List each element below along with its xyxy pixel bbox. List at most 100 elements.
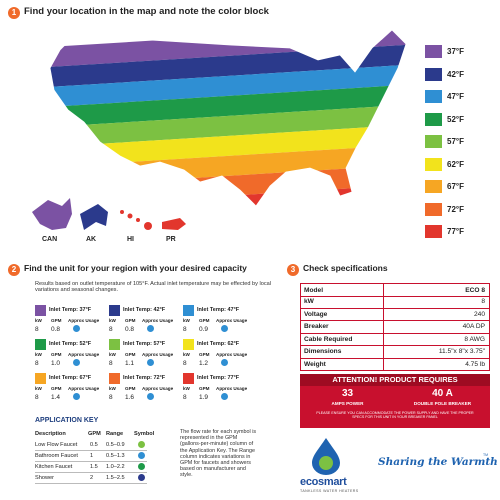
alaska-inset <box>80 204 108 230</box>
legend-swatch <box>425 45 442 58</box>
key-cell: 1.5 <box>90 464 98 470</box>
card-gpm: 0.9 <box>199 326 209 333</box>
usage-icon <box>221 393 228 400</box>
inset-label: HI <box>127 236 134 243</box>
key-rule <box>35 450 147 451</box>
legend-swatch <box>425 135 442 148</box>
spec-value: 240 <box>473 310 485 318</box>
legend-swatch <box>425 67 442 81</box>
card-kw: 8 <box>35 394 39 401</box>
spec-divider <box>383 320 384 333</box>
card-swatch <box>109 373 120 384</box>
legend-swatch <box>425 202 442 216</box>
legend-swatch <box>425 157 442 171</box>
globe <box>319 456 333 470</box>
card-header: GPM <box>125 352 136 357</box>
card-swatch <box>183 305 194 316</box>
spec-row: Voltage 240 <box>300 308 490 321</box>
inset-label: CAN <box>42 236 58 243</box>
spec-divider <box>383 358 384 370</box>
legend-label: 42°F <box>447 69 464 79</box>
key-cell: 1 <box>90 453 94 459</box>
us-outline <box>49 29 407 207</box>
card-header: Approx Usage <box>142 386 174 391</box>
attention-title: ATTENTION! PRODUCT REQUIRES <box>300 374 490 386</box>
spec-divider <box>383 295 384 308</box>
step-number: 1 <box>8 7 20 19</box>
card-header: Approx Usage <box>216 386 248 391</box>
hawaii-inset <box>120 210 152 230</box>
legend-label: 67°F <box>447 182 464 191</box>
step-number: 2 <box>8 264 20 276</box>
legend-label: 72°F <box>447 204 464 214</box>
card-gpm: 1.0 <box>51 360 61 367</box>
card-swatch <box>183 339 194 350</box>
legend-label: 77°F <box>447 227 464 236</box>
card-gpm: 1.9 <box>199 394 209 401</box>
card-gpm: 1.2 <box>199 360 209 367</box>
key-column: Range <box>106 431 124 437</box>
card-swatch <box>35 373 46 384</box>
card-header: GPM <box>199 386 210 391</box>
card-header: Approx Usage <box>68 386 100 391</box>
legend-label: 52°F <box>447 114 464 124</box>
key-cell: 1.0–2.2 <box>106 464 125 470</box>
card-header: GPM <box>51 318 62 323</box>
card-header: kW <box>109 318 116 323</box>
note: Results based on outlet temperature of 1… <box>35 281 271 294</box>
spec-label: Voltage <box>304 310 328 318</box>
card-header: GPM <box>51 352 62 357</box>
key-rule <box>35 472 147 473</box>
spec-row: kW 8 <box>300 295 490 309</box>
temperature-band <box>50 64 406 110</box>
card-kw: 8 <box>35 326 39 333</box>
legend-label: 47°F <box>447 92 464 101</box>
key-rule <box>35 483 147 484</box>
card-kw: 8 <box>183 326 187 333</box>
key-column: GPM <box>88 431 101 437</box>
card-gpm: 1.6 <box>125 394 135 401</box>
card-kw: 8 <box>183 394 187 401</box>
brand-tm: TM <box>483 453 489 457</box>
card-gpm: 1.1 <box>125 360 135 367</box>
card-label: Inlet Temp: 62°F <box>197 341 240 347</box>
attention-value: 33 <box>341 388 354 399</box>
key-symbol <box>138 452 145 459</box>
card-kw: 8 <box>109 394 113 401</box>
card-header: kW <box>109 386 116 391</box>
legend-label: 62°F <box>447 159 464 169</box>
card-swatch <box>35 339 46 350</box>
spec-value: 8 <box>481 298 485 305</box>
key-symbol <box>138 474 145 481</box>
card-swatch <box>35 305 46 316</box>
card-header: kW <box>109 352 116 357</box>
brand-slogan: Sharing the Warmth <box>378 456 498 468</box>
key-cell: 2 <box>90 475 94 481</box>
key-cell: Shower <box>35 475 54 481</box>
usage-icon <box>73 359 80 366</box>
card-gpm: 0.8 <box>51 326 61 333</box>
card-kw: 8 <box>35 360 39 367</box>
spec-divider <box>383 345 384 358</box>
legend-swatch <box>425 90 442 103</box>
card-header: kW <box>35 318 42 323</box>
spec-value: 40A DP <box>462 323 485 330</box>
spec-divider <box>383 333 384 345</box>
attention-label: AMPS POWER <box>331 401 364 406</box>
card-header: Approx Usage <box>216 318 248 323</box>
puerto-rico-inset <box>162 218 186 230</box>
card-label: Inlet Temp: 67°F <box>49 375 92 381</box>
card-label: Inlet Temp: 42°F <box>123 307 166 313</box>
spec-label: Dimensions <box>304 348 342 355</box>
card-header: kW <box>183 318 190 323</box>
key-column: Symbol <box>134 431 155 437</box>
card-kw: 8 <box>109 326 113 333</box>
key-title: APPLICATION KEY <box>35 417 99 424</box>
spec-value: ECO 8 <box>465 286 485 294</box>
attention-value: 40 A <box>432 388 453 399</box>
key-rule <box>35 461 147 462</box>
usage-icon <box>147 393 154 400</box>
usage-icon <box>73 393 80 400</box>
key-symbol <box>138 463 145 470</box>
legend-swatch <box>425 225 442 238</box>
